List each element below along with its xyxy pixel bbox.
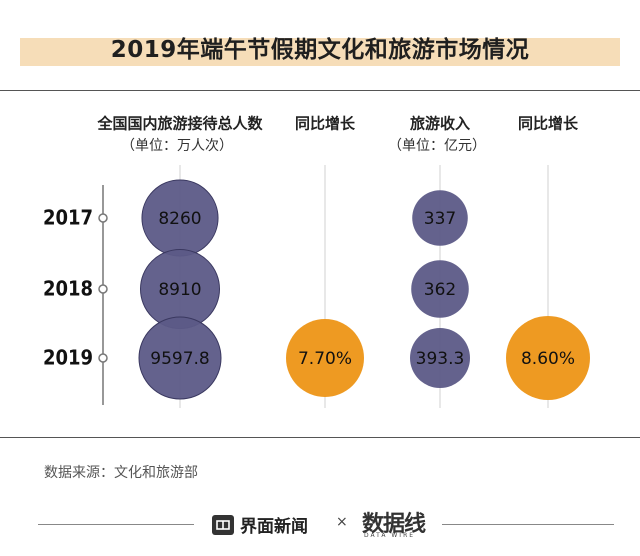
revenue-value-2019: 393.3: [416, 349, 465, 369]
column-header-visitors: 全国国内旅游接待总人数: [96, 115, 263, 133]
bottom-divider: [0, 437, 640, 438]
visitors-bubble-2019: [138, 316, 222, 400]
visitors-value-2018: 8910: [158, 280, 201, 300]
timeline-dot-2019: [98, 353, 108, 363]
column-header-revenue: 旅游收入: [410, 115, 470, 133]
visitors-value-2017: 8260: [158, 209, 201, 229]
jiemian-logo-icon: [212, 514, 234, 535]
timeline-dot-2017: [98, 213, 108, 223]
datawire-logo: 数据线: [362, 511, 426, 537]
title-highlight-band: [20, 38, 620, 66]
page-title: 2019年端午节假期文化和旅游市场情况: [110, 37, 530, 63]
revenue-bubble-2018: [411, 260, 469, 318]
visitors-growth-bubble-2019: [286, 319, 364, 397]
footer-line-right: [442, 524, 614, 525]
revenue-bubble-2019: [410, 328, 470, 388]
year-label-2017: 2017: [43, 206, 93, 230]
footer-brand: 界面新闻: [212, 512, 308, 537]
revenue-growth-bubble-2019: [506, 316, 590, 400]
revenue-growth-value-2019: 8.60%: [521, 349, 575, 369]
column-header-visitors_yoy: 同比增长: [295, 115, 356, 133]
column-unit-revenue: （单位：亿元）: [388, 138, 486, 154]
timeline-dot-2018: [98, 284, 108, 294]
revenue-value-2017: 337: [424, 209, 456, 229]
revenue-value-2018: 362: [424, 280, 456, 300]
datawire-logo-subtitle: DATA WIRE: [364, 532, 416, 539]
column-header-revenue_yoy: 同比增长: [518, 115, 579, 133]
data-source: 数据来源：文化和旅游部: [44, 465, 198, 481]
year-label-2018: 2018: [43, 277, 93, 301]
footer-brand-name: 界面新闻: [240, 517, 308, 537]
column-unit-visitors: （单位：万人次）: [121, 138, 233, 154]
visitors-value-2019: 9597.8: [150, 349, 209, 369]
footer-line-left: [38, 524, 194, 525]
visitors-growth-value-2019: 7.70%: [298, 349, 352, 369]
top-divider: [0, 90, 640, 91]
year-label-2019: 2019: [43, 346, 93, 370]
revenue-bubble-2017: [412, 190, 468, 246]
footer-separator: ×: [336, 514, 348, 530]
